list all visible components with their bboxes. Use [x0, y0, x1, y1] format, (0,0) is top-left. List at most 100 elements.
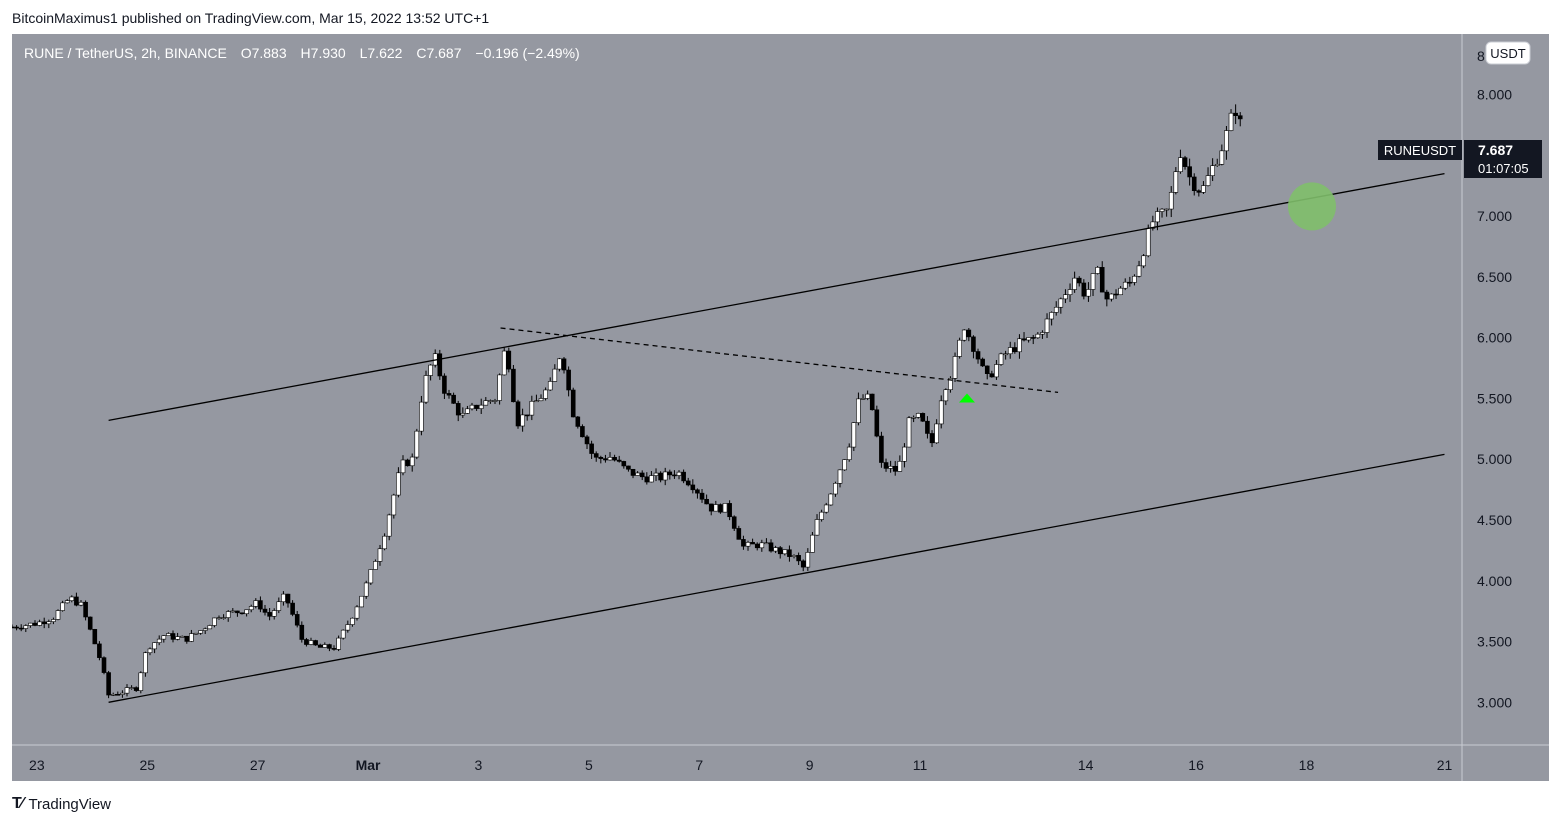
candle-down	[718, 504, 723, 513]
candle-down	[984, 365, 990, 374]
close-label: C	[416, 45, 426, 61]
candle-down	[258, 600, 263, 610]
candle-down	[630, 468, 636, 476]
candle-down	[658, 472, 663, 481]
price-tick-label: 3.000	[1477, 694, 1512, 710]
candle-up	[823, 504, 829, 513]
candle-up	[520, 414, 525, 427]
candle-up	[1132, 275, 1137, 283]
close-value: 7.687	[426, 45, 461, 61]
candle-up	[529, 401, 535, 416]
time-axis[interactable]: 23 25 27 Mar 3 5 7 9 11 14 16 18 21	[29, 757, 1452, 773]
candle-up	[1017, 338, 1022, 353]
candle-down	[672, 474, 677, 477]
candle-up	[69, 596, 75, 601]
candle-up	[110, 693, 116, 696]
candle-down	[405, 459, 410, 467]
high-value: 7.930	[311, 45, 346, 61]
candle-up	[1058, 298, 1064, 308]
candle-up	[322, 644, 328, 648]
candle-down	[639, 472, 645, 478]
time-tick-label: Mar	[356, 757, 381, 773]
candle-down	[741, 539, 746, 547]
candle-up	[400, 459, 406, 474]
tradingview-logo-icon: T⁄	[12, 795, 23, 812]
candle-down	[74, 596, 79, 606]
candle-down	[524, 414, 530, 417]
candle-up	[354, 606, 360, 619]
open-value: 7.883	[252, 45, 287, 61]
candle-down	[101, 657, 107, 673]
candle-up	[419, 401, 424, 432]
candle-down	[1081, 282, 1087, 297]
candle-up	[1136, 265, 1142, 277]
candle-up	[1155, 211, 1160, 223]
candle-down	[690, 484, 696, 491]
candle-up	[943, 389, 949, 402]
candle-down	[929, 433, 935, 444]
candle-up	[64, 600, 70, 604]
candle-down	[695, 489, 700, 494]
candle-down	[685, 480, 691, 486]
brand-name: TradingView	[28, 795, 111, 813]
candle-up	[152, 642, 157, 650]
candle-up	[906, 417, 912, 448]
low-label: L	[360, 45, 368, 61]
candle-down	[750, 542, 755, 545]
candle-up	[193, 632, 199, 635]
candle-up	[1205, 175, 1211, 186]
candle-up	[189, 633, 194, 642]
footer-brand[interactable]: T⁄ TradingView	[12, 795, 111, 813]
candle-up	[837, 469, 843, 484]
candle-down	[437, 353, 443, 377]
time-tick-label: 9	[806, 757, 814, 773]
candle-up	[1053, 306, 1059, 313]
currency-box[interactable]	[1485, 41, 1531, 65]
candle-down	[41, 621, 47, 625]
candle-down	[184, 635, 190, 642]
candle-up	[1049, 312, 1054, 320]
candle-up	[865, 393, 870, 399]
candle-up	[607, 457, 613, 461]
candle-up	[1090, 273, 1096, 290]
candle-up	[713, 504, 719, 512]
candle-up	[1145, 227, 1151, 257]
candle-down	[612, 457, 617, 461]
candle-up	[1224, 130, 1229, 152]
candle-up	[51, 619, 56, 622]
candle-down	[87, 616, 93, 630]
high-label: H	[301, 45, 311, 61]
candle-up	[745, 542, 751, 547]
candle-down	[589, 443, 594, 454]
candle-up	[1026, 337, 1031, 341]
candle-down	[18, 627, 24, 630]
candle-up	[230, 610, 236, 613]
candle-up	[198, 630, 203, 634]
candle-down	[133, 687, 139, 691]
candle-up	[828, 493, 834, 506]
candle-up	[161, 635, 167, 640]
time-tick-label: 23	[29, 757, 45, 773]
candlestick-chart[interactable]: 3.000 3.500 4.000 4.500 5.000 5.500 6.000 6.500…	[12, 34, 1549, 781]
candle-up	[915, 413, 921, 418]
price-tick-label: 5.000	[1477, 451, 1512, 467]
symbol-info-legend[interactable]: RUNE / TetherUS, 2h, BINANCE O7.883 H7.9…	[24, 45, 580, 61]
candle-down	[267, 612, 272, 617]
candle-up	[225, 611, 231, 618]
candle-down	[299, 624, 305, 640]
candle-down	[1012, 347, 1018, 353]
candle-up	[994, 364, 999, 378]
candle-down	[704, 498, 709, 505]
candle-up	[345, 624, 351, 631]
candle-up	[1173, 171, 1179, 193]
candle-up	[382, 535, 387, 550]
candle-up	[120, 692, 125, 695]
candle-down	[262, 608, 268, 613]
time-tick-label: 18	[1299, 757, 1315, 773]
candle-up	[175, 636, 180, 640]
publisher-header: BitcoinMaximus1 published on TradingView…	[12, 10, 490, 26]
candle-up	[1086, 289, 1091, 297]
candle-down	[304, 639, 309, 645]
candle-up	[1040, 332, 1045, 335]
candle-up	[653, 472, 659, 476]
